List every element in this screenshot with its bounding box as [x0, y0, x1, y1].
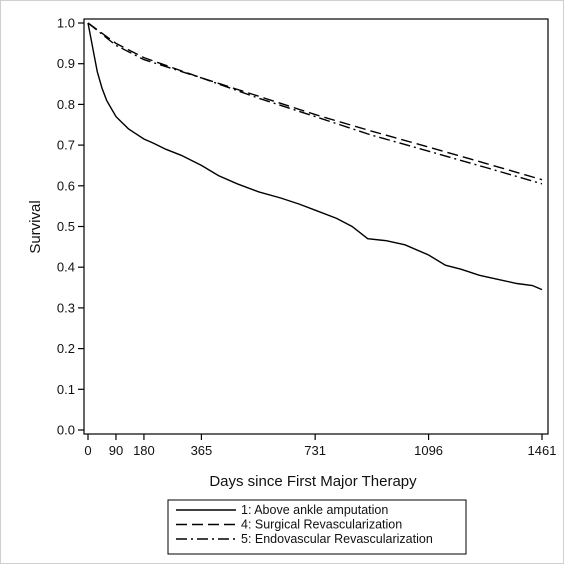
y-tick-label: 0.4	[57, 260, 75, 275]
x-axis: 0 90 180 365 731 1096 1461	[84, 434, 556, 458]
y-tick-label: 0.2	[57, 341, 75, 356]
series-line-2	[87, 22, 543, 181]
y-tick-label: 0.5	[57, 219, 75, 234]
legend-label-1: 1: Above ankle amputation	[241, 503, 388, 517]
x-tick-label: 365	[191, 443, 213, 458]
legend-label-3: 5: Endovascular Revascularization	[241, 532, 433, 546]
y-tick-label: 0.7	[57, 138, 75, 153]
legend-label-2: 4: Surgical Revascularization	[241, 518, 402, 532]
y-tick-label: 0.6	[57, 178, 75, 193]
y-tick-label: 1.0	[57, 16, 75, 31]
x-tick-label: 1096	[414, 443, 443, 458]
series-line-1	[87, 22, 543, 291]
y-tick-label: 0.9	[57, 56, 75, 71]
x-tick-label: 731	[304, 443, 326, 458]
series-lines	[87, 22, 543, 291]
x-tick-label: 180	[133, 443, 155, 458]
y-axis-label: Survival	[27, 200, 44, 253]
x-axis-label: Days since First Major Therapy	[209, 473, 417, 490]
series-line-3	[87, 22, 543, 185]
x-tick-label: 1461	[528, 443, 557, 458]
y-tick-label: 0.0	[57, 423, 75, 438]
x-tick-label: 90	[109, 443, 123, 458]
y-tick-label: 0.3	[57, 300, 75, 315]
y-tick-label: 0.1	[57, 382, 75, 397]
legend-box	[167, 499, 467, 555]
y-tick-label: 0.8	[57, 97, 75, 112]
x-tick-label: 0	[84, 443, 91, 458]
y-axis: 0.0 0.1 0.2 0.3 0.4 0.5 0.6 0.7 0.8 0.9 1.0	[57, 16, 84, 438]
